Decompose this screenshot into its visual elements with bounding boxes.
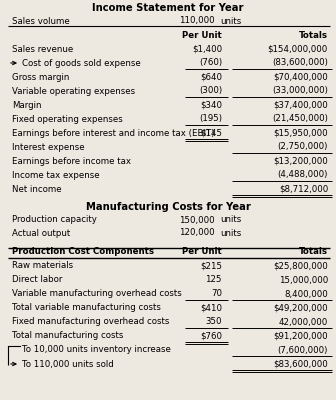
Text: Total manufacturing costs: Total manufacturing costs (12, 332, 123, 340)
Text: $215: $215 (200, 262, 222, 270)
Text: Income Statement for Year: Income Statement for Year (92, 3, 244, 13)
Text: $49,200,000: $49,200,000 (274, 304, 328, 312)
Text: (21,450,000): (21,450,000) (272, 114, 328, 124)
Text: Net income: Net income (12, 184, 61, 194)
Text: Margin: Margin (12, 100, 42, 110)
Text: Cost of goods sold expense: Cost of goods sold expense (22, 58, 141, 68)
Text: $145: $145 (200, 128, 222, 138)
Text: Totals: Totals (299, 30, 328, 40)
Text: Sales revenue: Sales revenue (12, 44, 73, 54)
Text: 125: 125 (206, 276, 222, 284)
Text: Totals: Totals (299, 248, 328, 256)
Text: $640: $640 (200, 72, 222, 82)
Text: Raw materials: Raw materials (12, 262, 73, 270)
Text: units: units (220, 216, 241, 224)
Text: $760: $760 (200, 332, 222, 340)
Text: Manufacturing Costs for Year: Manufacturing Costs for Year (86, 202, 250, 212)
Text: Income tax expense: Income tax expense (12, 170, 100, 180)
Text: Actual output: Actual output (12, 228, 70, 238)
Text: $91,200,000: $91,200,000 (274, 332, 328, 340)
Text: Total variable manufacturing costs: Total variable manufacturing costs (12, 304, 161, 312)
Text: 120,000: 120,000 (179, 228, 215, 238)
Text: Fixed operating expenses: Fixed operating expenses (12, 114, 123, 124)
Text: $410: $410 (200, 304, 222, 312)
Text: (7,600,000): (7,600,000) (278, 346, 328, 354)
Text: (33,000,000): (33,000,000) (272, 86, 328, 96)
Text: (83,600,000): (83,600,000) (272, 58, 328, 68)
Text: $154,000,000: $154,000,000 (268, 44, 328, 54)
Text: Earnings before interest and income tax (EBIT): Earnings before interest and income tax … (12, 128, 214, 138)
Text: 110,000: 110,000 (179, 16, 215, 26)
Text: 15,000,000: 15,000,000 (279, 276, 328, 284)
Text: $13,200,000: $13,200,000 (273, 156, 328, 166)
Text: 350: 350 (206, 318, 222, 326)
Text: $1,400: $1,400 (192, 44, 222, 54)
Text: $15,950,000: $15,950,000 (274, 128, 328, 138)
Text: units: units (220, 228, 241, 238)
Text: Sales volume: Sales volume (12, 16, 70, 26)
Text: Per Unit: Per Unit (182, 248, 222, 256)
Text: 150,000: 150,000 (179, 216, 215, 224)
Text: Earnings before income tax: Earnings before income tax (12, 156, 131, 166)
Text: $37,400,000: $37,400,000 (273, 100, 328, 110)
Text: (760): (760) (199, 58, 222, 68)
Text: $83,600,000: $83,600,000 (273, 360, 328, 368)
Text: Variable manufacturing overhead costs: Variable manufacturing overhead costs (12, 290, 182, 298)
Text: 8,400,000: 8,400,000 (284, 290, 328, 298)
Text: units: units (220, 16, 241, 26)
Text: To 110,000 units sold: To 110,000 units sold (22, 360, 114, 368)
Text: (300): (300) (199, 86, 222, 96)
Text: Interest expense: Interest expense (12, 142, 85, 152)
Text: $25,800,000: $25,800,000 (273, 262, 328, 270)
Text: Gross margin: Gross margin (12, 72, 69, 82)
Text: To 10,000 units inventory increase: To 10,000 units inventory increase (22, 346, 171, 354)
Text: (4,488,000): (4,488,000) (278, 170, 328, 180)
Text: $70,400,000: $70,400,000 (273, 72, 328, 82)
Text: Production capacity: Production capacity (12, 216, 97, 224)
Text: (2,750,000): (2,750,000) (278, 142, 328, 152)
Text: Per Unit: Per Unit (182, 30, 222, 40)
Text: Direct labor: Direct labor (12, 276, 62, 284)
Text: 42,000,000: 42,000,000 (279, 318, 328, 326)
Text: Production Cost Components: Production Cost Components (12, 248, 154, 256)
Text: $340: $340 (200, 100, 222, 110)
Text: Fixed manufacturing overhead costs: Fixed manufacturing overhead costs (12, 318, 169, 326)
Text: $8,712,000: $8,712,000 (279, 184, 328, 194)
Text: 70: 70 (211, 290, 222, 298)
Text: (195): (195) (199, 114, 222, 124)
Text: Variable operating expenses: Variable operating expenses (12, 86, 135, 96)
